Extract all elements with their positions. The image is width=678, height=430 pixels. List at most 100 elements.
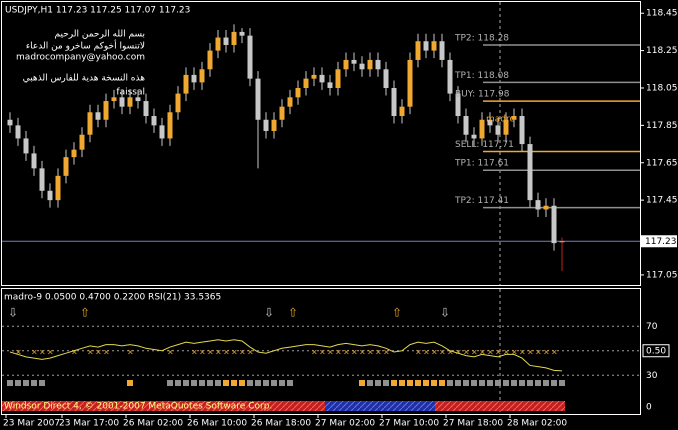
- signal-square: [431, 380, 437, 386]
- signal-square: [503, 380, 509, 386]
- signal-square: [511, 380, 517, 386]
- signal-square: [271, 380, 277, 386]
- y-tick-label: 117.85: [646, 121, 678, 131]
- signal-x: ×: [319, 348, 326, 357]
- candle-body: [535, 200, 541, 210]
- signal-square: [471, 380, 477, 386]
- candle-body: [407, 59, 413, 107]
- signal-arrow: ⇧: [80, 306, 90, 320]
- candle-body: [111, 97, 117, 102]
- signal-square: [215, 380, 221, 386]
- signal-square: [383, 380, 389, 386]
- candle-body: [55, 175, 61, 201]
- candle-body: [207, 50, 213, 70]
- candle-body: [167, 112, 173, 139]
- candle-body: [95, 112, 101, 120]
- indicator-panel-frame: [1, 288, 641, 415]
- candle-body: [239, 31, 245, 36]
- signal-x: ×: [495, 348, 502, 357]
- signal-square: [519, 380, 525, 386]
- signal-x: ×: [231, 348, 238, 357]
- signal-square: [287, 380, 293, 386]
- signal-x: ×: [15, 348, 22, 357]
- candle-body: [415, 41, 421, 60]
- signal-x: ×: [383, 348, 390, 357]
- level-label: TP2: 117.41: [454, 196, 509, 206]
- candle-body: [23, 138, 29, 154]
- signal-x: ×: [351, 348, 358, 357]
- signal-x: ×: [503, 348, 510, 357]
- candle-body: [447, 59, 453, 94]
- annotation: لاتنسوا أخوكم ساخرو من الدعاء: [26, 40, 145, 52]
- candle-body: [247, 35, 253, 79]
- signal-label: madro: [486, 115, 515, 125]
- signal-x: ×: [167, 348, 174, 357]
- signal-square: [367, 380, 373, 386]
- signal-square: [255, 380, 261, 386]
- candle-body: [495, 125, 501, 135]
- footer-text: Windsor Direct 4, © 2001-2007 MetaQuotes…: [4, 402, 272, 412]
- candle-body: [79, 134, 85, 150]
- x-tick-label: 27 Mar 10:00: [379, 419, 439, 429]
- candle-body: [399, 106, 405, 117]
- candle-body: [119, 97, 125, 107]
- candle-body: [319, 74, 325, 83]
- candle-body: [7, 119, 13, 126]
- candle-body: [151, 116, 157, 126]
- candle-body: [271, 119, 277, 131]
- signal-x: ×: [511, 348, 518, 357]
- candle-body: [343, 59, 349, 70]
- signal-arrow: ⇩: [264, 306, 274, 320]
- candle-body: [335, 69, 341, 88]
- candle-body: [423, 41, 429, 51]
- x-tick-label: 23 Mar 17:00: [59, 419, 119, 429]
- signal-square: [279, 380, 285, 386]
- signal-x: ×: [343, 348, 350, 357]
- candle-body: [135, 97, 141, 102]
- signal-x: ×: [87, 348, 94, 357]
- candle-body: [543, 205, 549, 210]
- candle-body: [175, 93, 181, 113]
- x-tick-label: 28 Mar 02:00: [507, 419, 567, 429]
- signal-square: [447, 380, 453, 386]
- current-price-label: 117.23: [645, 237, 677, 247]
- signal-square: [407, 380, 413, 386]
- candle-body: [127, 97, 133, 107]
- candle-body: [87, 112, 93, 135]
- signal-square: [239, 380, 245, 386]
- signal-square: [551, 380, 557, 386]
- signal-x: ×: [447, 348, 454, 357]
- candle-body: [159, 125, 165, 139]
- signal-square: [455, 380, 461, 386]
- signal-x: ×: [95, 348, 102, 357]
- signal-x: ×: [207, 348, 214, 357]
- signal-x: ×: [543, 348, 550, 357]
- signal-square: [415, 380, 421, 386]
- footer-bar: [325, 401, 435, 411]
- candle-body: [255, 78, 261, 120]
- x-tick-label: 26 Mar 02:00: [123, 419, 183, 429]
- signal-x: ×: [103, 348, 110, 357]
- signal-square: [359, 380, 365, 386]
- signal-x: ×: [71, 348, 78, 357]
- signal-x: ×: [415, 348, 422, 357]
- signal-square: [207, 380, 213, 386]
- signal-square: [439, 380, 445, 386]
- annotation: هذه النسخة هدية للفارس الذهبي: [23, 74, 146, 84]
- signal-x: ×: [487, 348, 494, 357]
- candle-body: [559, 241, 565, 243]
- signal-square: [167, 380, 173, 386]
- signal-square: [199, 380, 205, 386]
- candle-body: [191, 74, 197, 83]
- signal-x: ×: [223, 348, 230, 357]
- candle-body: [223, 37, 229, 45]
- signal-x: ×: [375, 348, 382, 357]
- signal-x: ×: [39, 348, 46, 357]
- candle-body: [551, 205, 557, 244]
- candle-body: [263, 119, 269, 131]
- candle-body: [375, 59, 381, 70]
- y-tick-label: 118.25: [646, 46, 678, 56]
- level-label: SELL: 117.71: [455, 140, 514, 150]
